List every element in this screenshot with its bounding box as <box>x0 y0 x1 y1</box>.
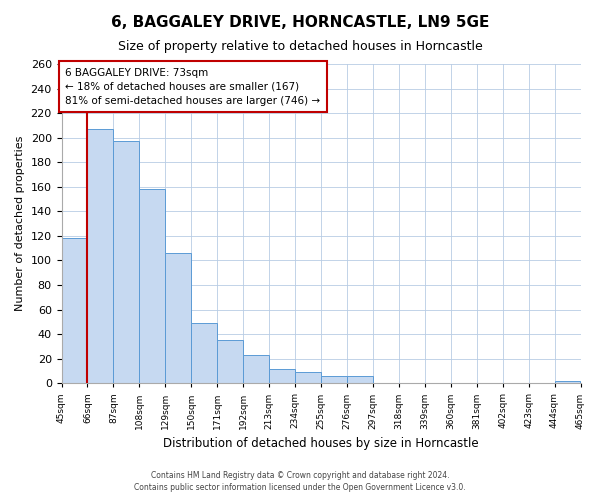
Bar <box>166 253 191 384</box>
Bar <box>295 372 321 384</box>
Bar <box>191 323 217 384</box>
Text: 6, BAGGALEY DRIVE, HORNCASTLE, LN9 5GE: 6, BAGGALEY DRIVE, HORNCASTLE, LN9 5GE <box>111 15 489 30</box>
Bar <box>243 355 269 384</box>
Bar <box>139 189 166 384</box>
Text: 6 BAGGALEY DRIVE: 73sqm
← 18% of detached houses are smaller (167)
81% of semi-d: 6 BAGGALEY DRIVE: 73sqm ← 18% of detache… <box>65 68 320 106</box>
Text: Contains HM Land Registry data © Crown copyright and database right 2024.
Contai: Contains HM Land Registry data © Crown c… <box>134 471 466 492</box>
Bar <box>269 368 295 384</box>
X-axis label: Distribution of detached houses by size in Horncastle: Distribution of detached houses by size … <box>163 437 479 450</box>
Bar <box>321 376 347 384</box>
Bar <box>347 376 373 384</box>
Bar <box>62 238 88 384</box>
Y-axis label: Number of detached properties: Number of detached properties <box>15 136 25 312</box>
Bar <box>554 381 580 384</box>
Text: Size of property relative to detached houses in Horncastle: Size of property relative to detached ho… <box>118 40 482 53</box>
Bar <box>217 340 243 384</box>
Bar <box>113 142 139 384</box>
Bar <box>88 129 113 384</box>
